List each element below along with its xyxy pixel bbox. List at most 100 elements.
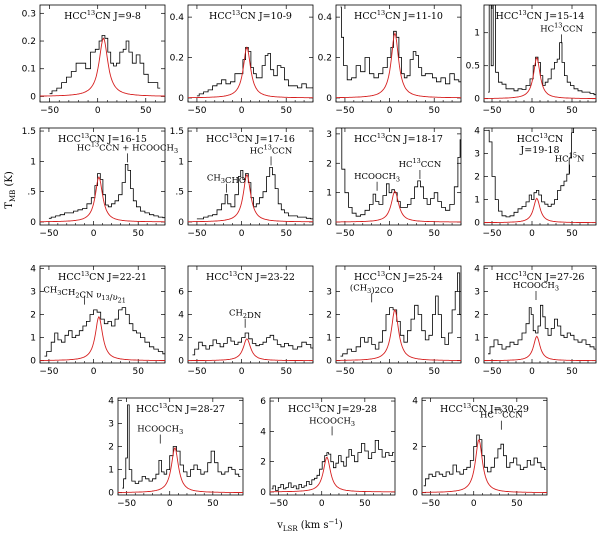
x-tick-label: 0: [529, 367, 535, 377]
line-annotation: HCOOCH3: [309, 416, 355, 428]
x-tick-label: 0: [91, 367, 97, 377]
panel-title: HCC13CN J=30-29: [440, 402, 529, 415]
y-tick-label: 1: [30, 157, 36, 167]
y-tick-label: 6: [178, 287, 184, 297]
x-tick-label: −50: [39, 229, 58, 239]
model-spectrum: [484, 335, 596, 362]
y-tick-label: 1: [108, 466, 114, 476]
x-tick-label: 50: [511, 499, 523, 509]
observed-spectrum: [192, 332, 313, 356]
y-tick-label: 3: [474, 149, 480, 159]
y-tick-label: 1: [326, 189, 332, 199]
panel-title-line2: J=19-18: [519, 145, 559, 156]
observed-spectrum: [122, 404, 241, 489]
line-annotation: HC13CCN: [480, 408, 523, 421]
panel-title: HCC13CN J=15-14: [496, 9, 585, 22]
y-tick-label: 0.2: [318, 54, 332, 64]
x-tick-label: 0: [167, 499, 173, 509]
y-tick-label: 0.1: [22, 65, 36, 75]
panel-title: HCC13CN J=29-28: [288, 402, 377, 415]
y-tick-label: .5: [27, 188, 36, 198]
line-annotation: CH2DN: [229, 309, 262, 322]
x-tick-label: 50: [428, 367, 440, 377]
panel-title: HCC13CN J=25-24: [354, 270, 443, 283]
line-annotation: HC13CCN: [540, 21, 583, 34]
y-tick-label: 2: [326, 159, 332, 169]
x-tick-label: −50: [335, 367, 354, 377]
x-tick-label: −50: [483, 229, 502, 239]
panel: −50 0 50 0 0.1 0.2 0.3 HCC13CN J=9-8: [22, 4, 166, 116]
y-tick-label: 2: [474, 311, 480, 321]
y-tick-label: 2: [474, 173, 480, 183]
y-tick-label: 0: [30, 357, 36, 367]
panel-title: HCC13CN J=23-22: [206, 270, 295, 283]
panel-title: HCC13CN J=18-17: [354, 132, 443, 145]
x-tick-label: 0: [387, 229, 393, 239]
model-spectrum: [422, 438, 547, 493]
line-annotation: HC15N: [555, 152, 585, 165]
x-tick-label: −50: [40, 106, 59, 116]
y-tick-label: 0: [108, 489, 114, 499]
y-tick-label: 1: [178, 157, 184, 167]
line-annotation: HC13CCN: [250, 143, 293, 156]
y-tick-label: 1: [326, 334, 332, 344]
x-tick-label: 0: [91, 229, 97, 239]
panel-title: HCC13CN J=27-26: [496, 270, 585, 283]
y-tick-label: 0: [474, 219, 480, 229]
x-tick-label: −50: [483, 106, 502, 116]
line-annotation: HC13CCN + HCOOCH3: [77, 140, 178, 155]
y-tick-label: .5: [175, 188, 184, 198]
line-annotation: (CH3)2CO: [350, 282, 394, 296]
observed-spectrum: [196, 47, 313, 97]
observed-spectrum: [340, 272, 461, 357]
x-tick-label: −50: [335, 229, 354, 239]
y-tick-label: 2: [260, 458, 266, 468]
y-tick-label: 0.2: [22, 37, 36, 47]
line-annotation: HCOOCH3: [354, 172, 400, 184]
y-tick-label: 4: [474, 126, 480, 136]
panel-frame: [269, 397, 396, 496]
y-tick-label: 3: [326, 130, 332, 140]
y-tick-label: 0: [474, 357, 480, 367]
x-tick-label: −50: [269, 499, 288, 509]
x-tick-label: −50: [39, 367, 58, 377]
observed-spectrum: [423, 434, 547, 487]
x-tick-label: 50: [132, 229, 144, 239]
y-tick-label: 0: [30, 92, 36, 102]
y-tick-label: 4: [178, 311, 184, 321]
x-tick-label: 50: [428, 106, 440, 116]
y-tick-label: 0: [326, 94, 332, 104]
x-tick-label: −50: [117, 499, 136, 509]
y-tick-label: 0: [30, 218, 36, 228]
model-spectrum: [336, 190, 461, 223]
model-spectrum: [188, 173, 313, 223]
y-tick-label: 2: [30, 311, 36, 321]
y-tick-label: 1: [474, 196, 480, 206]
line-annotation: HCOOCH3: [513, 281, 559, 293]
x-tick-label: −50: [335, 106, 354, 116]
x-tick-label: 50: [566, 229, 578, 239]
y-tick-label: 1: [474, 334, 480, 344]
x-tick-label: 0: [239, 229, 245, 239]
y-tick-label: 4: [474, 264, 480, 274]
y-tick-label: 4: [412, 396, 418, 406]
x-tick-label: 0: [529, 106, 535, 116]
x-tick-label: 50: [566, 367, 578, 377]
panel-title: HCC13CN J=11-10: [354, 9, 443, 22]
y-tick-label: 0: [178, 357, 184, 367]
observed-spectrum: [48, 164, 165, 219]
observed-spectrum: [488, 304, 596, 355]
y-axis-label: TMB (K): [4, 171, 17, 209]
